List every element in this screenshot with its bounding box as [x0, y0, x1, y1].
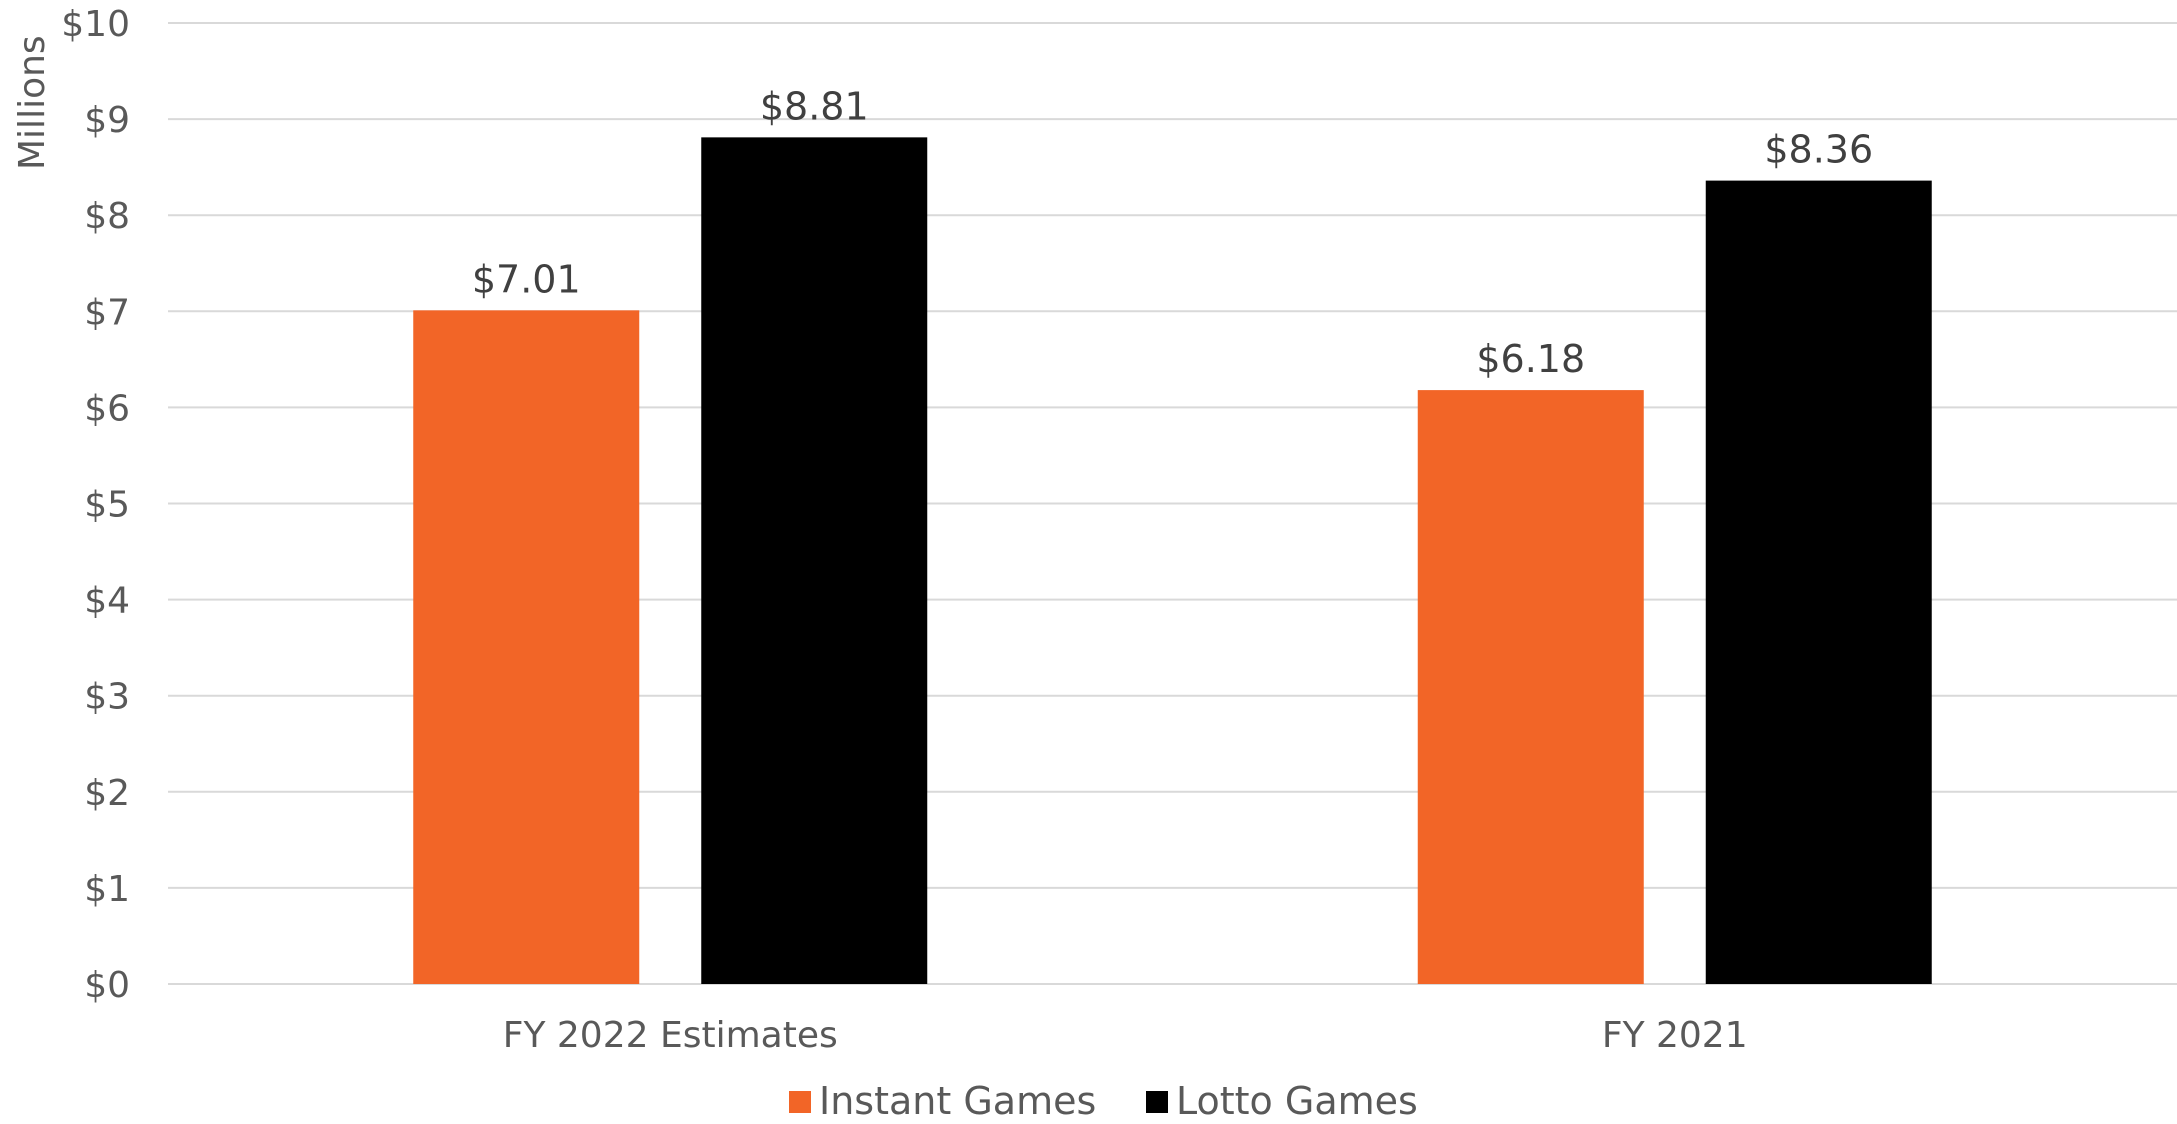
- x-category-label: FY 2021: [1602, 1015, 1748, 1056]
- legend: Instant Games Lotto Games: [789, 1079, 1418, 1123]
- y-tick-label: $7: [84, 292, 130, 333]
- data-label: $8.36: [1764, 128, 1873, 172]
- x-category-label: FY 2022 Estimates: [503, 1015, 838, 1056]
- data-label: $6.18: [1476, 337, 1585, 381]
- y-tick-label: $8: [84, 196, 130, 237]
- y-tick-label: $5: [84, 485, 130, 526]
- y-tick-label: $1: [84, 869, 130, 910]
- data-label: $7.01: [472, 257, 581, 301]
- legend-swatch: [789, 1091, 811, 1113]
- legend-swatch: [1146, 1091, 1168, 1113]
- bar: [1417, 390, 1644, 984]
- x-axis-categories: FY 2022 Estimates FY 2021: [503, 1015, 1748, 1056]
- bars: [413, 137, 1932, 984]
- y-tick-label: $0: [84, 965, 130, 1006]
- y-tick-label: $3: [84, 677, 130, 718]
- legend-label: Lotto Games: [1176, 1079, 1418, 1123]
- unit-label: Millions: [12, 35, 53, 170]
- data-labels: $7.01 $8.81 $6.18 $8.36: [472, 84, 1873, 381]
- y-tick-label: $2: [84, 773, 130, 814]
- legend-label: Instant Games: [819, 1079, 1096, 1123]
- bar: [701, 137, 928, 984]
- data-label: $8.81: [760, 84, 869, 128]
- bar: [413, 310, 640, 984]
- y-axis-ticks: $0 $1 $2 $3 $4 $5 $6 $7 $8 $9 $10: [61, 4, 130, 1006]
- y-tick-label: $9: [84, 100, 130, 141]
- y-tick-label: $4: [84, 581, 130, 622]
- bar: [1705, 180, 1932, 984]
- y-tick-label: $10: [61, 4, 130, 45]
- y-tick-label: $6: [84, 388, 130, 429]
